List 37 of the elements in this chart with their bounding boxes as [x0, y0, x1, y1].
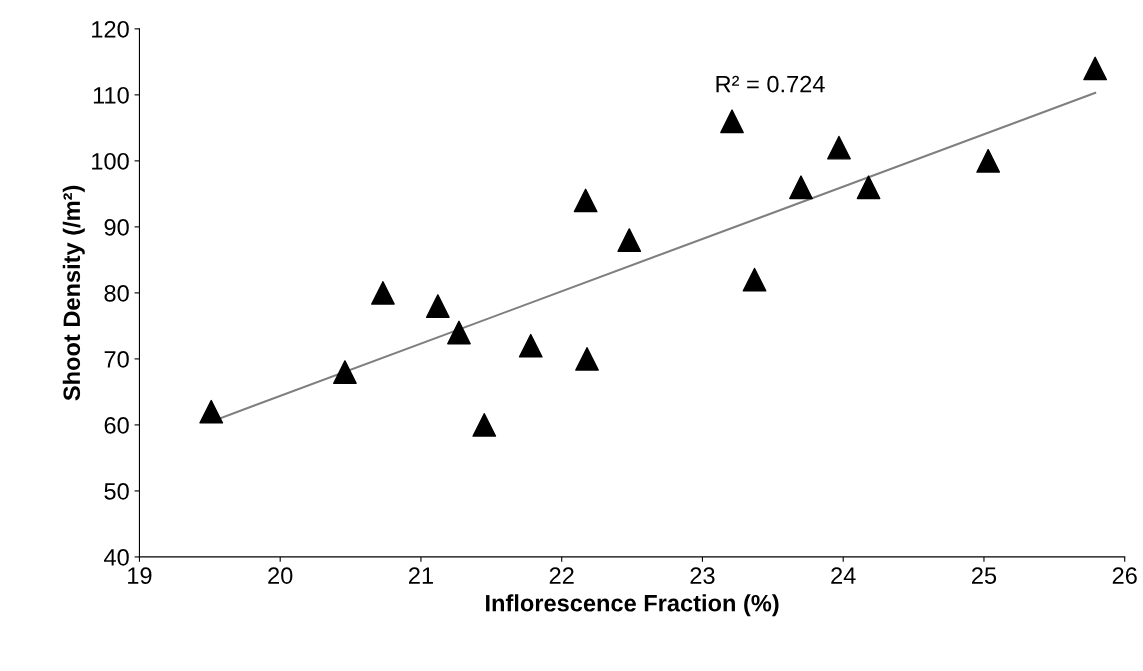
y-tick-label: 70 — [104, 350, 129, 368]
x-tick-label: 24 — [831, 567, 856, 584]
x-tick-label: 22 — [549, 567, 574, 584]
point — [789, 175, 813, 200]
point — [518, 333, 543, 358]
point — [199, 399, 224, 424]
point — [1083, 56, 1108, 81]
point — [617, 228, 642, 252]
point — [425, 294, 450, 318]
y-tick-label: 110 — [93, 86, 129, 104]
point — [573, 188, 598, 213]
x-tick-label: 23 — [690, 567, 715, 584]
x-tick-label: 20 — [268, 567, 293, 584]
point — [447, 320, 471, 345]
x-tick-label: 19 — [128, 567, 152, 584]
point — [575, 347, 599, 371]
x-tick-label: 26 — [1112, 567, 1137, 584]
y-tick-label: 80 — [104, 284, 129, 302]
y-tick-label: 40 — [104, 549, 129, 566]
x-tick-label: 21 — [409, 567, 433, 584]
y-tick-label: 60 — [104, 416, 129, 434]
point — [333, 360, 357, 384]
x-tick-label: 25 — [972, 567, 997, 584]
y-tick-label: 90 — [104, 218, 129, 236]
y-tick-label: 50 — [104, 482, 129, 500]
point — [827, 135, 851, 160]
annotation: R² = 0.724 — [716, 75, 825, 93]
point — [472, 413, 497, 437]
point — [742, 267, 767, 292]
x-axis-title: Inflorescence Fraction (%) — [486, 594, 779, 617]
y-tick-label: 120 — [92, 20, 129, 38]
y-tick-label: 100 — [92, 152, 129, 170]
point — [856, 175, 881, 200]
y-axis-title: Shoot Density (/m²) — [62, 185, 85, 401]
point — [371, 280, 395, 305]
point — [976, 148, 1001, 173]
point — [720, 109, 744, 134]
